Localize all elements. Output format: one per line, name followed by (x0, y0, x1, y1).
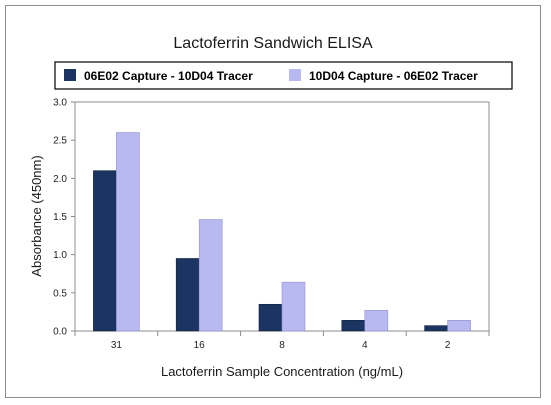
bar-series-2-4 (364, 310, 389, 332)
legend-label-series-1: 06E02 Capture - 10D04 Tracer (84, 69, 253, 83)
bar-series-2-8 (281, 281, 306, 332)
y-tick-label: 1.0 (53, 250, 67, 261)
bar-series-1-8 (258, 303, 283, 332)
y-tick-label: 0.0 (53, 327, 67, 338)
x-tick-label: 8 (279, 340, 285, 351)
legend-box (54, 61, 513, 90)
bar-series-2-2 (447, 320, 471, 332)
bar-series-2-31 (116, 132, 140, 332)
bar-series-1-31 (93, 170, 117, 332)
bar-series-1-4 (341, 320, 366, 332)
legend-label-series-2: 10D04 Capture - 06E02 Tracer (309, 69, 478, 83)
y-tick-label: 2.0 (53, 174, 67, 185)
y-axis-label: Absorbance (450nm) (29, 155, 44, 276)
chart-title: Lactoferrin Sandwich ELISA (173, 35, 373, 52)
bars (93, 132, 471, 332)
x-tick-label: 2 (445, 340, 451, 351)
x-tick-label: 4 (362, 340, 368, 351)
y-axis: 0.0 0.5 1.0 1.5 2.0 2.5 3.0 (53, 98, 75, 338)
legend-swatch-series-1 (64, 69, 76, 81)
y-tick-label: 2.5 (53, 136, 67, 147)
x-axis: 31 16 8 4 2 (74, 331, 490, 351)
y-tick-label: 3.0 (53, 98, 67, 109)
y-tick-label: 0.5 (53, 288, 67, 299)
bar-series-1-2 (424, 325, 448, 332)
legend-swatch-series-2 (289, 69, 301, 81)
x-tick-label: 31 (111, 340, 123, 351)
plot-area (74, 101, 490, 332)
y-tick-label: 1.5 (53, 212, 67, 223)
x-tick-label: 16 (194, 340, 206, 351)
legend: 06E02 Capture - 10D04 Tracer 10D04 Captu… (54, 61, 513, 90)
bar-series-2-16 (198, 219, 223, 332)
bar-series-1-16 (175, 258, 200, 332)
x-axis-label: Lactoferrin Sample Concentration (ng/mL) (161, 364, 403, 379)
